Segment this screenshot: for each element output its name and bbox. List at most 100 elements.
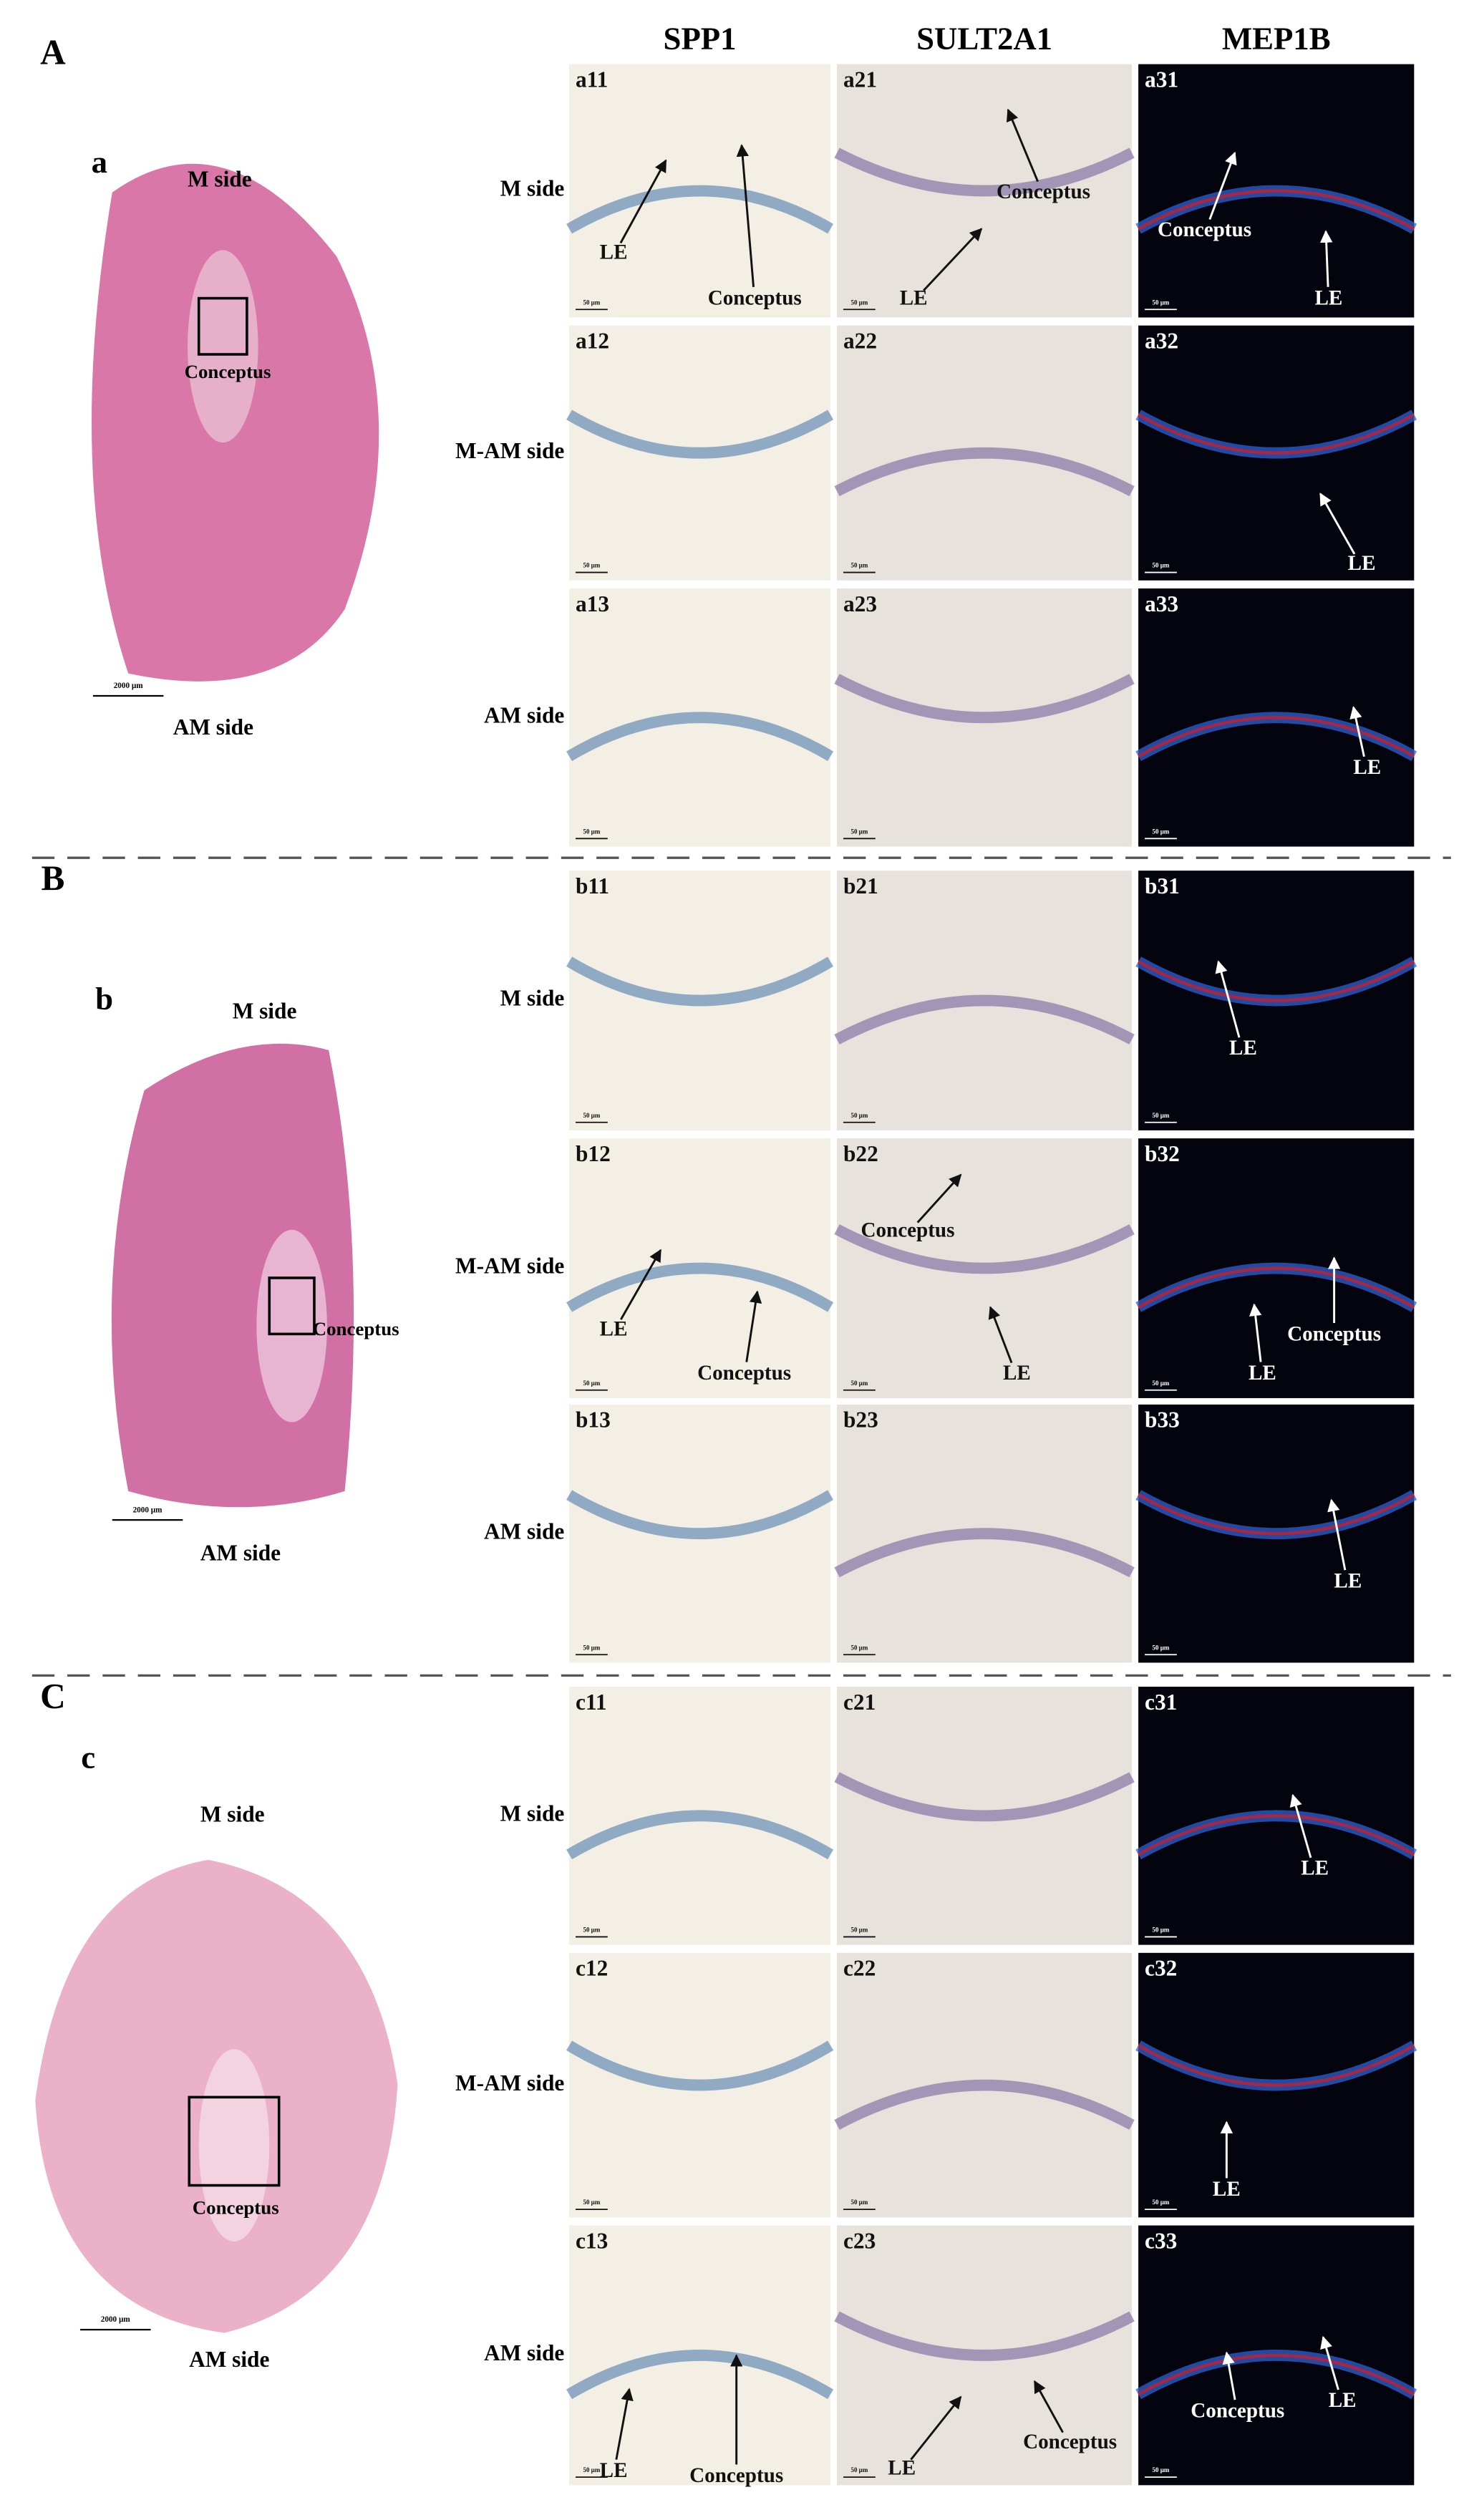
annotation-arrow xyxy=(1319,230,1333,287)
epithelium xyxy=(566,2040,834,2091)
annotation: LE xyxy=(1348,552,1376,575)
panel-id: b12 xyxy=(576,1141,611,1166)
overview-conceptus: Conceptus xyxy=(185,361,271,382)
panel-id: c21 xyxy=(843,1690,876,1715)
section-letter: A xyxy=(40,33,66,72)
section-letter: C xyxy=(40,1676,66,1715)
epithelium xyxy=(834,147,1135,197)
annotation-arrow xyxy=(1320,2335,1339,2390)
panel-id: b33 xyxy=(1145,1407,1180,1433)
row-label: M-AM side xyxy=(455,1254,564,1279)
panel-scale: 50 µm xyxy=(851,828,868,835)
section-sublabel: c xyxy=(81,1739,95,1775)
annotation: LE xyxy=(1003,1362,1031,1385)
panel-scale: 50 µm xyxy=(1153,828,1170,835)
panel-id: a21 xyxy=(843,67,877,92)
signal xyxy=(1137,716,1415,758)
panel-id: c11 xyxy=(576,1690,607,1715)
epithelium xyxy=(834,994,1135,1045)
panel-id: c31 xyxy=(1145,1690,1177,1715)
overview-bottom: AM side xyxy=(189,2347,269,2372)
overview-top: M side xyxy=(233,999,297,1024)
overview-conceptus: Conceptus xyxy=(193,2196,279,2218)
panel-scale: 50 µm xyxy=(583,299,601,306)
signal xyxy=(1137,2044,1415,2087)
conceptus-box xyxy=(188,2095,281,2187)
annotation-arrow xyxy=(1222,2351,1236,2400)
panel-id: b23 xyxy=(843,1407,878,1433)
panel-id: b21 xyxy=(843,873,878,898)
overview-bottom: AM side xyxy=(173,714,253,740)
section-letter: B xyxy=(41,858,64,898)
section-sublabel: a xyxy=(92,144,107,180)
annotation-arrow xyxy=(736,144,755,287)
panel-scale: 50 µm xyxy=(1153,1927,1170,1934)
annotation-arrow xyxy=(1007,108,1039,183)
panel-id: b22 xyxy=(843,1141,878,1166)
signal xyxy=(1138,189,1415,231)
panel-scale: 50 µm xyxy=(583,1380,601,1387)
annotation-arrow xyxy=(745,1290,762,1362)
annotation-arrow xyxy=(1289,1793,1312,1858)
signal xyxy=(1138,413,1415,455)
overview-scale: 2000 µm xyxy=(133,1506,163,1514)
panel-scale: 50 µm xyxy=(583,562,601,569)
panel-id: c22 xyxy=(843,1956,876,1981)
panel-scale: 50 µm xyxy=(583,828,601,835)
panel-id: a22 xyxy=(843,328,877,353)
annotation: Conceptus xyxy=(689,2464,783,2487)
epithelium xyxy=(834,1224,1135,1274)
annotation-arrow xyxy=(1215,960,1241,1038)
row-label: AM side xyxy=(484,702,564,727)
panel-scale: 50 µm xyxy=(1153,562,1170,569)
epithelium xyxy=(834,674,1135,724)
panel-scale: 50 µm xyxy=(583,1644,601,1651)
annotation: Conceptus xyxy=(1287,1323,1381,1346)
annotation: Conceptus xyxy=(861,1218,954,1241)
annotation-arrow xyxy=(1208,151,1237,220)
annotation: Conceptus xyxy=(1158,218,1251,241)
annotation-arrow xyxy=(988,1306,1013,1364)
panel-scale: 50 µm xyxy=(851,2199,868,2206)
annotation: LE xyxy=(600,1317,628,1340)
row-label: M side xyxy=(500,1801,565,1826)
panel-scale: 50 µm xyxy=(851,1112,868,1119)
annotation: Conceptus xyxy=(697,1362,791,1385)
signal xyxy=(1137,1266,1415,1309)
epithelium xyxy=(566,1810,834,1860)
panel-id: a32 xyxy=(1145,328,1178,353)
overview-scale: 2000 µm xyxy=(101,2315,131,2324)
panel-id: b11 xyxy=(576,873,609,898)
epithelium xyxy=(834,2079,1135,2130)
panel-id: c23 xyxy=(843,2228,876,2253)
epithelium xyxy=(566,712,834,762)
row-label: AM side xyxy=(484,2340,564,2365)
annotation-arrow xyxy=(1327,1498,1347,1571)
column-header: SULT2A1 xyxy=(916,21,1052,57)
epithelium xyxy=(566,1490,834,1539)
section-sublabel: b xyxy=(95,981,113,1017)
panel-scale: 50 µm xyxy=(851,1644,868,1651)
annotation-arrow xyxy=(620,1249,662,1320)
panel-id: a11 xyxy=(576,67,608,92)
epithelium xyxy=(566,1262,834,1312)
row-label: M-AM side xyxy=(455,2070,564,2095)
annotation: Conceptus xyxy=(997,180,1090,203)
panel-scale: 50 µm xyxy=(851,2466,868,2473)
annotation-arrow xyxy=(923,228,983,291)
panel-id: b32 xyxy=(1145,1141,1180,1166)
epithelium xyxy=(834,1528,1135,1578)
row-label: M side xyxy=(500,986,565,1011)
epithelium xyxy=(834,2311,1135,2361)
panel-scale: 50 µm xyxy=(583,1112,601,1119)
annotation: LE xyxy=(888,2456,916,2479)
annotation-arrow xyxy=(615,2388,634,2460)
panel-scale: 50 µm xyxy=(1153,1380,1170,1387)
panel-id: a12 xyxy=(576,328,609,353)
annotation: LE xyxy=(600,2459,628,2482)
annotation-arrow xyxy=(1033,2380,1064,2433)
overview-top: M side xyxy=(188,166,252,191)
epithelium xyxy=(834,447,1135,497)
signal xyxy=(1137,2353,1415,2396)
panel-id: c13 xyxy=(576,2228,608,2253)
